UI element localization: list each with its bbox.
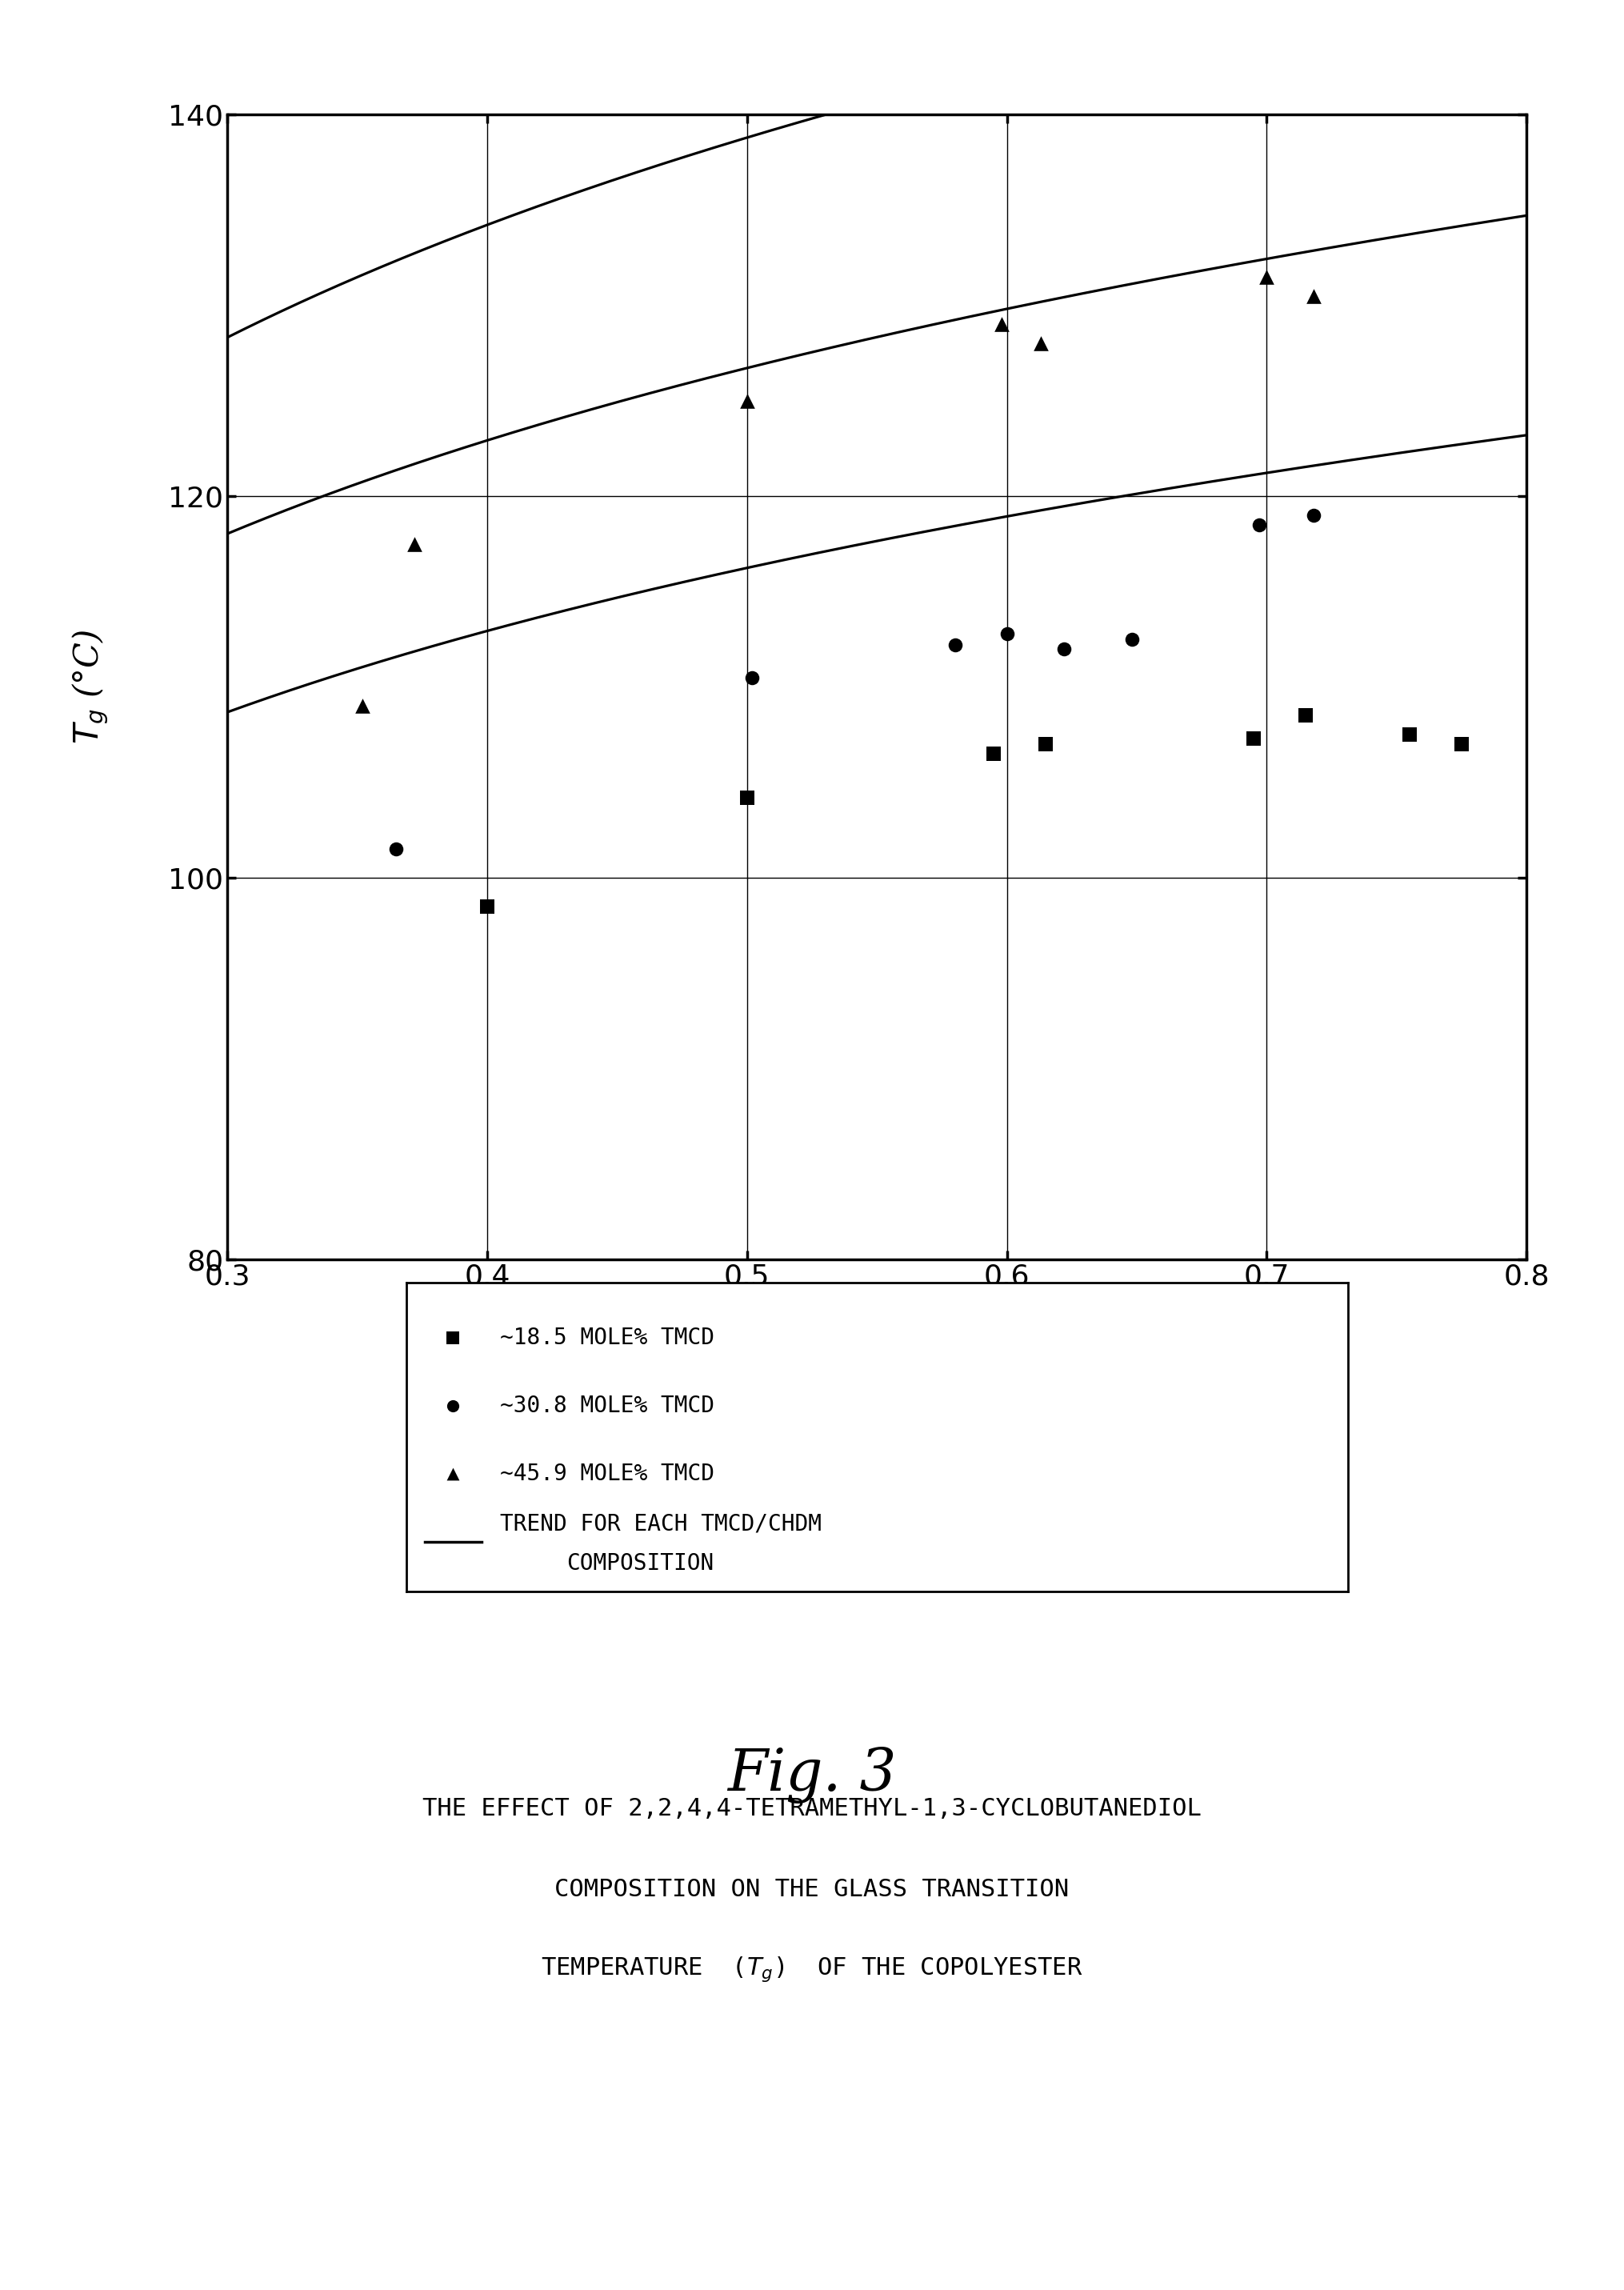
Point (1301, 277, 1327, 314)
Text: Fig. 3: Fig. 3 (728, 1747, 896, 1802)
Point (989, 307, 1015, 344)
Text: ~18.5 MOLE% TMCD: ~18.5 MOLE% TMCD (500, 1326, 715, 1349)
Text: IV  $(dl/g)$: IV $(dl/g)$ (807, 1374, 947, 1411)
Point (1246, 506, 1272, 543)
Point (942, 627, 968, 664)
Point (1119, 621, 1145, 657)
Point (994, 616, 1020, 653)
Text: THE EFFECT OF 2,2,4,4-TETRAMETHYL-1,3-CYCLOBUTANEDIOL: THE EFFECT OF 2,2,4,4-TETRAMETHYL-1,3-CY… (422, 1798, 1202, 1821)
Text: ~30.8 MOLE% TMCD: ~30.8 MOLE% TMCD (500, 1395, 715, 1418)
Point (1397, 717, 1423, 753)
Point (734, 779, 760, 815)
Point (383, 831, 409, 868)
Text: COMPOSITION ON THE GLASS TRANSITION: COMPOSITION ON THE GLASS TRANSITION (555, 1878, 1069, 1901)
Point (734, 382, 760, 419)
Point (1301, 497, 1327, 534)
Point (440, 1456, 466, 1493)
Point (1293, 696, 1319, 733)
Point (440, 1388, 466, 1424)
Point (981, 735, 1007, 772)
Point (474, 889, 500, 925)
Text: TREND FOR EACH TMCD/CHDM: TREND FOR EACH TMCD/CHDM (500, 1511, 822, 1534)
Text: ~45.9 MOLE% TMCD: ~45.9 MOLE% TMCD (500, 1463, 715, 1486)
Point (1051, 630, 1077, 666)
Point (1033, 726, 1059, 763)
Point (401, 527, 427, 563)
Point (739, 660, 765, 696)
Text: $T_g$ (°C): $T_g$ (°C) (71, 630, 110, 744)
Point (349, 687, 375, 724)
Point (1241, 719, 1267, 756)
Point (1254, 259, 1280, 295)
Text: TEMPERATURE  ($T_g$)  OF THE COPOLYESTER: TEMPERATURE ($T_g$) OF THE COPOLYESTER (541, 1956, 1083, 1983)
Point (1028, 325, 1054, 362)
Point (440, 1319, 466, 1356)
Point (1449, 726, 1475, 763)
Text: COMPOSITION: COMPOSITION (567, 1553, 713, 1576)
